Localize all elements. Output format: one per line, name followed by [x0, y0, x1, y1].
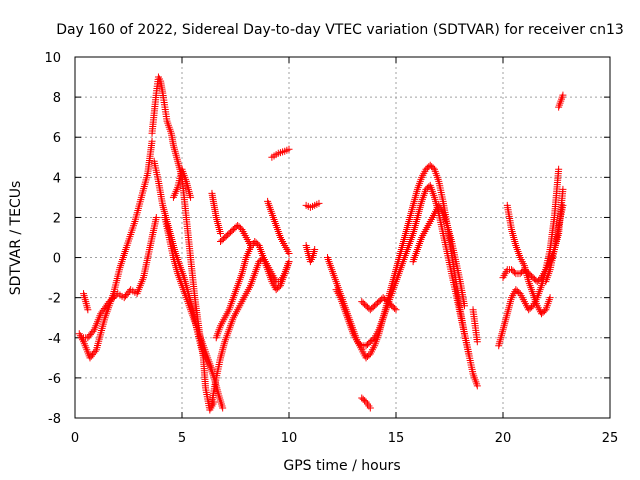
- data-point: [315, 199, 323, 207]
- x-tick-label: 25: [602, 431, 619, 446]
- data-point: [510, 268, 518, 276]
- y-tick-label: -8: [48, 412, 61, 427]
- data-point: [285, 145, 293, 153]
- x-tick-label: 5: [178, 431, 186, 446]
- x-tick-labels: 0 5 10 15 20 25: [71, 431, 618, 446]
- series-X: [503, 201, 554, 318]
- series-M: [268, 145, 293, 161]
- series-K: [208, 189, 225, 237]
- series-P: [324, 161, 481, 390]
- y-tick-label: 6: [53, 131, 61, 146]
- x-tick-label: 15: [388, 431, 405, 446]
- data-point: [110, 293, 118, 301]
- y-tick-labels: -8 -6 -4 -2 0 2 4 6 8 10: [44, 51, 61, 427]
- series-Q: [332, 181, 473, 358]
- data-point: [219, 404, 227, 412]
- chart-title: Day 160 of 2022, Sidereal Day-to-day VTE…: [56, 22, 624, 38]
- data-point: [105, 298, 113, 306]
- data-point: [246, 242, 254, 250]
- y-tick-label: -2: [48, 292, 61, 307]
- y-tick-label: 10: [44, 51, 61, 66]
- data-point: [311, 246, 319, 254]
- series-U: [469, 306, 481, 346]
- series-C: [80, 290, 92, 314]
- data-point: [91, 347, 99, 355]
- series-S: [409, 201, 468, 310]
- data-point: [208, 366, 216, 374]
- data-point: [107, 296, 115, 304]
- data-point: [555, 165, 563, 173]
- series-N: [302, 199, 323, 211]
- data-point: [391, 304, 399, 312]
- data-point: [109, 294, 117, 302]
- series-O: [302, 242, 319, 266]
- data-point: [559, 185, 567, 193]
- x-tick-label: 0: [71, 431, 79, 446]
- data-point: [559, 91, 567, 99]
- series-F: [161, 213, 216, 374]
- data-point: [460, 302, 468, 310]
- data-point: [392, 306, 400, 314]
- data-point: [152, 213, 160, 221]
- series-A: [75, 137, 156, 362]
- y-tick-label: -6: [48, 372, 61, 387]
- data-point: [285, 258, 293, 266]
- y-tick-label: 0: [53, 252, 61, 267]
- data-point: [285, 250, 293, 258]
- x-axis-label: GPS time / hours: [283, 458, 400, 474]
- data-point: [366, 404, 374, 412]
- y-tick-label: 4: [53, 171, 61, 186]
- data-point: [361, 397, 369, 405]
- data-point: [217, 229, 225, 237]
- data-point: [546, 294, 554, 302]
- data-point: [148, 137, 156, 145]
- data-point: [104, 299, 112, 307]
- series-I: [212, 238, 293, 342]
- data-point: [84, 306, 92, 314]
- series-R: [358, 294, 400, 314]
- y-tick-label: -4: [48, 332, 61, 347]
- x-tick-label: 10: [281, 431, 298, 446]
- y-axis-label: SDTVAR / TECUs: [8, 181, 24, 296]
- series-L: [264, 197, 293, 258]
- x-tick-label: 20: [495, 431, 512, 446]
- data-point: [356, 340, 364, 348]
- plot-frame: [74, 56, 611, 419]
- series-D: [148, 73, 218, 414]
- data-point: [465, 350, 473, 358]
- series-Z: [555, 91, 567, 111]
- series-B: [77, 213, 160, 342]
- y-tick-label: 8: [53, 91, 61, 106]
- data-point: [89, 327, 97, 335]
- data-points: [75, 73, 567, 414]
- data-point: [473, 338, 481, 346]
- series-G: [169, 165, 195, 201]
- series-T: [358, 394, 374, 412]
- series-Y: [542, 185, 567, 286]
- series-J: [217, 221, 254, 250]
- data-point: [473, 382, 481, 390]
- y-tick-label: 2: [53, 211, 61, 226]
- data-point: [187, 193, 195, 201]
